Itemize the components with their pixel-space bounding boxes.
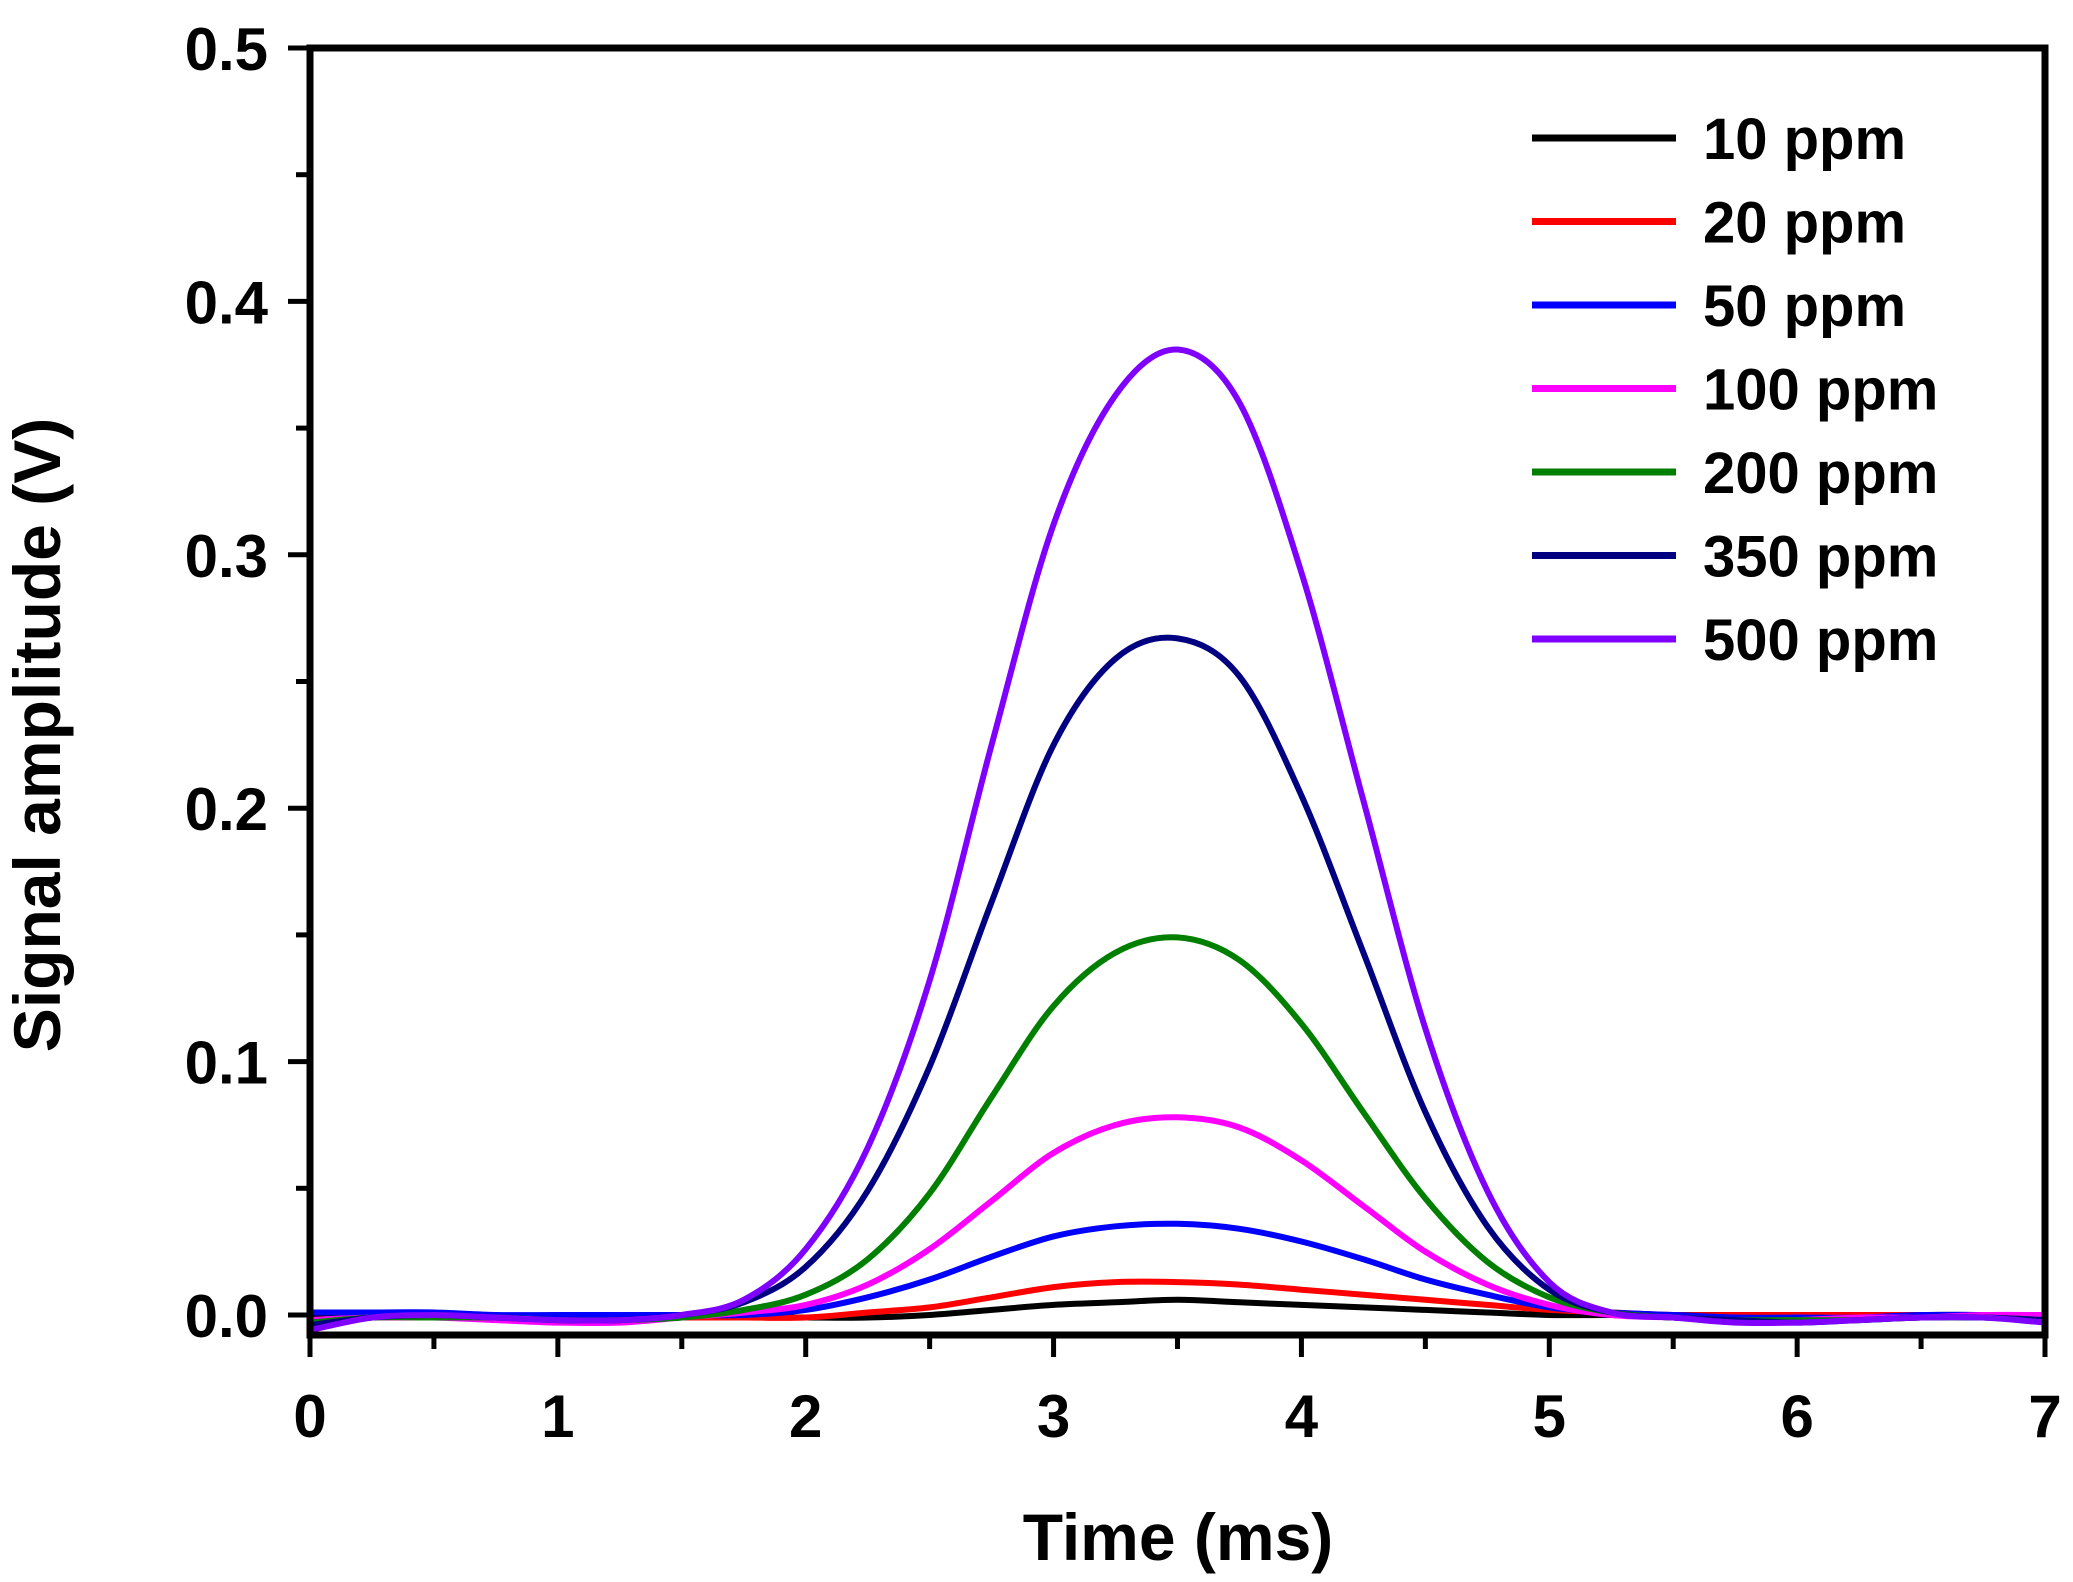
legend-label: 350 ppm <box>1703 525 1938 590</box>
legend-label: 20 ppm <box>1703 191 1906 256</box>
y-tick-label: 0.4 <box>185 269 269 336</box>
legend-label: 100 ppm <box>1703 358 1938 423</box>
y-axis-title: Signal amplitude (V) <box>0 418 74 1052</box>
series-line-200-ppm <box>307 934 2048 1326</box>
series-line-50-ppm <box>307 1220 2048 1321</box>
y-tick-label: 0.0 <box>185 1283 268 1350</box>
x-tick-label: 1 <box>541 1383 574 1450</box>
series-line-100-ppm <box>307 1114 2048 1327</box>
series-line-500-ppm <box>307 346 2048 1334</box>
y-tick-label: 0.2 <box>185 776 268 843</box>
x-tick-label: 5 <box>1533 1383 1566 1450</box>
y-tick-label: 0.5 <box>185 16 268 83</box>
x-axis-title: Time (ms) <box>1023 1500 1334 1574</box>
y-tick-label: 0.1 <box>185 1030 268 1097</box>
series-lines <box>307 346 2048 1334</box>
x-tick-label: 7 <box>2028 1383 2061 1450</box>
y-tick-label: 0.3 <box>185 523 268 590</box>
x-tick-label: 2 <box>789 1383 822 1450</box>
legend-label: 500 ppm <box>1703 608 1938 673</box>
legend: 10 ppm 20 ppm 50 ppm 100 ppm 200 ppm 350 ppm 5… <box>1532 107 1938 673</box>
legend-label: 200 ppm <box>1703 441 1938 506</box>
axis-ticks <box>288 45 2048 1357</box>
x-tick-label: 3 <box>1037 1383 1070 1450</box>
x-tick-label: 0 <box>293 1383 326 1450</box>
legend-label: 10 ppm <box>1703 107 1906 172</box>
x-tick-label: 4 <box>1285 1383 1319 1450</box>
legend-label: 50 ppm <box>1703 274 1906 339</box>
tick-labels: 0 1 2 3 4 5 6 7 0.0 0.1 0.2 0.3 0.4 0.5 <box>185 16 2062 1450</box>
x-tick-label: 6 <box>1780 1383 1813 1450</box>
